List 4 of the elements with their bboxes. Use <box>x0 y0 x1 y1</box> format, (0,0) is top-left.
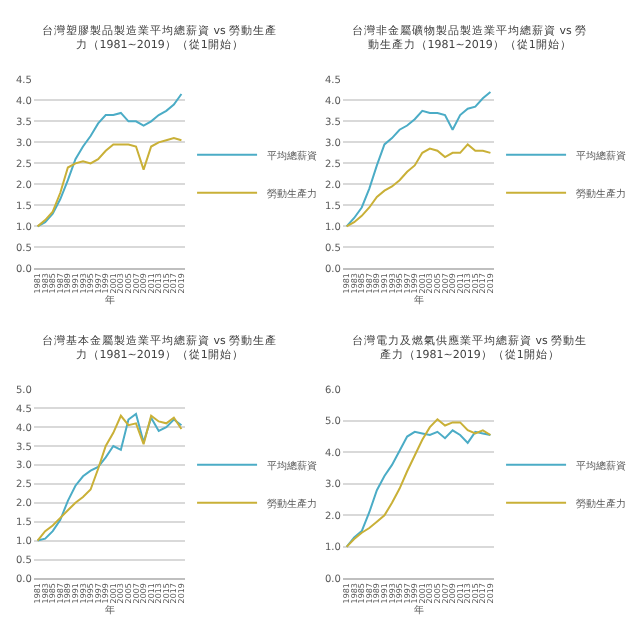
line-series <box>36 137 183 228</box>
line-series <box>345 90 492 228</box>
line-series <box>36 93 183 228</box>
line-series <box>345 143 492 228</box>
